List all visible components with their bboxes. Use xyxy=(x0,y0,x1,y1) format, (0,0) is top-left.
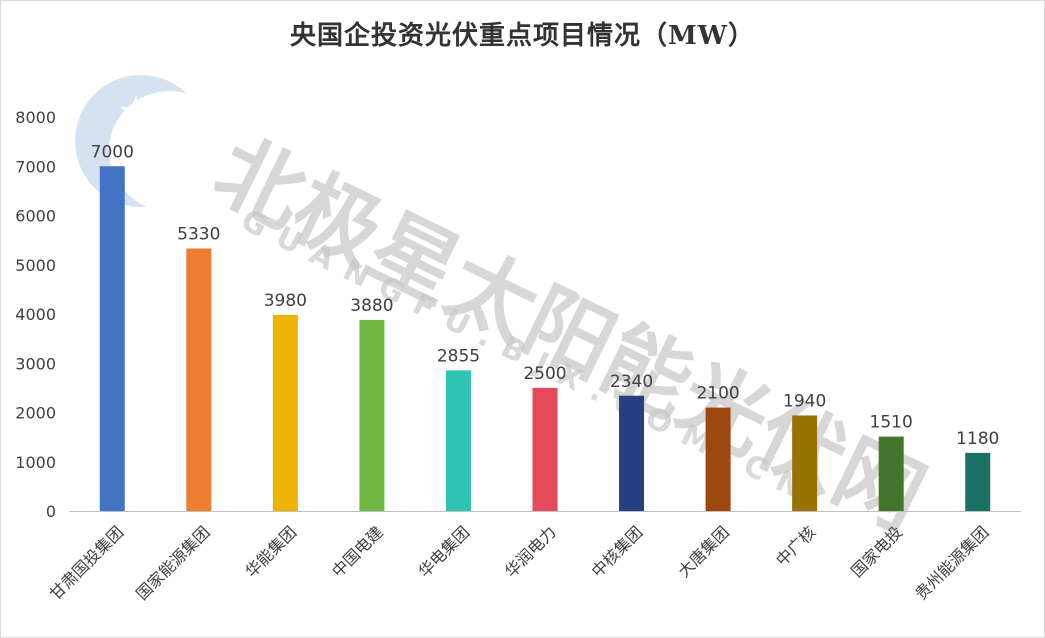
x-tick-label: 大唐集团 xyxy=(674,522,733,581)
bar xyxy=(965,452,991,511)
bars xyxy=(99,166,991,511)
x-tick-label: 中国电建 xyxy=(328,522,387,581)
bar xyxy=(878,436,904,511)
data-label: 2340 xyxy=(610,372,653,392)
bar xyxy=(359,319,385,511)
y-tick-label: 0 xyxy=(46,502,56,521)
watermark-sub-text: GUANGFU.BJX.COM.CN xyxy=(235,203,820,512)
x-tick-label: 华能集团 xyxy=(241,522,300,581)
x-tick-label: 国家能源集团 xyxy=(132,522,213,603)
y-tick-label: 3000 xyxy=(15,354,56,373)
data-label: 1180 xyxy=(956,429,999,449)
bar xyxy=(792,415,818,511)
data-label: 2855 xyxy=(437,346,480,366)
bar xyxy=(99,166,125,511)
watermark-main-text: 北极星太阳能光伏网 xyxy=(200,120,940,549)
y-tick-label: 1000 xyxy=(15,453,56,472)
data-label: 2500 xyxy=(523,364,566,384)
data-label: 3880 xyxy=(350,296,393,316)
bar xyxy=(705,407,731,511)
data-label: 7000 xyxy=(91,142,134,162)
bar xyxy=(272,314,298,511)
y-axis: 0 1000 2000 3000 4000 5000 6000 7000 8000 xyxy=(15,108,56,521)
y-tick-label: 2000 xyxy=(15,404,56,423)
bar xyxy=(532,387,558,511)
data-label: 3980 xyxy=(264,291,307,311)
bar xyxy=(445,370,471,511)
y-tick-label: 8000 xyxy=(15,108,56,127)
x-axis: 甘肃国投集团 国家能源集团 华能集团 中国电建 华电集团 华润电力 中核集团 大唐集团 中广核国… xyxy=(46,522,993,603)
chart-title: 央国企投资光伏重点项目情况（MW） xyxy=(290,21,755,51)
x-tick-label: 甘肃国投集团 xyxy=(46,522,127,603)
x-tick-label: 中广核 xyxy=(772,522,819,569)
y-tick-label: 6000 xyxy=(15,207,56,226)
data-label: 1510 xyxy=(870,413,913,433)
x-tick-label: 华润电力 xyxy=(501,522,560,581)
data-label: 1940 xyxy=(783,391,826,411)
y-tick-label: 5000 xyxy=(15,256,56,275)
y-tick-label: 7000 xyxy=(15,157,56,176)
y-tick-label: 4000 xyxy=(15,305,56,324)
bar xyxy=(619,395,645,511)
x-tick-label: 贵州能源集团 xyxy=(911,522,992,603)
x-tick-label: 华电集团 xyxy=(415,522,474,581)
value-labels: 7000 5330 3980 3880 2855 2500 2340 2100 1940 1510… xyxy=(91,142,1000,449)
data-label: 5330 xyxy=(177,224,220,244)
bar xyxy=(186,248,212,511)
x-tick-label: 中核集团 xyxy=(588,522,647,581)
data-label: 2100 xyxy=(696,384,739,404)
